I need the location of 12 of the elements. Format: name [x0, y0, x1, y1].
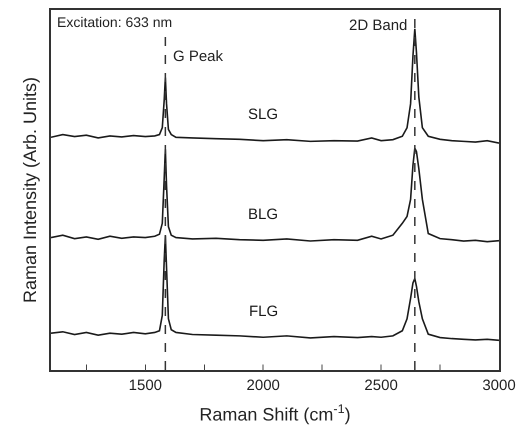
- x-axis-title: Raman Shift (cm$^{-1}$): [199, 402, 351, 424]
- ref-line-label: 2D Band: [349, 17, 408, 34]
- x-tick-label: 1500: [128, 376, 162, 394]
- x-tick-label: 3000: [482, 376, 516, 394]
- x-tick-label: 2500: [364, 376, 398, 394]
- y-axis-title: Raman Intensity (Arb. Units): [20, 76, 40, 304]
- series-label: SLG: [248, 106, 278, 123]
- x-tick-label: 2000: [246, 376, 280, 394]
- annotation: Excitation: 633 nm: [57, 14, 172, 30]
- series-label: BLG: [248, 206, 278, 223]
- series-label: FLG: [249, 303, 278, 320]
- ref-line-label: G Peak: [173, 48, 224, 65]
